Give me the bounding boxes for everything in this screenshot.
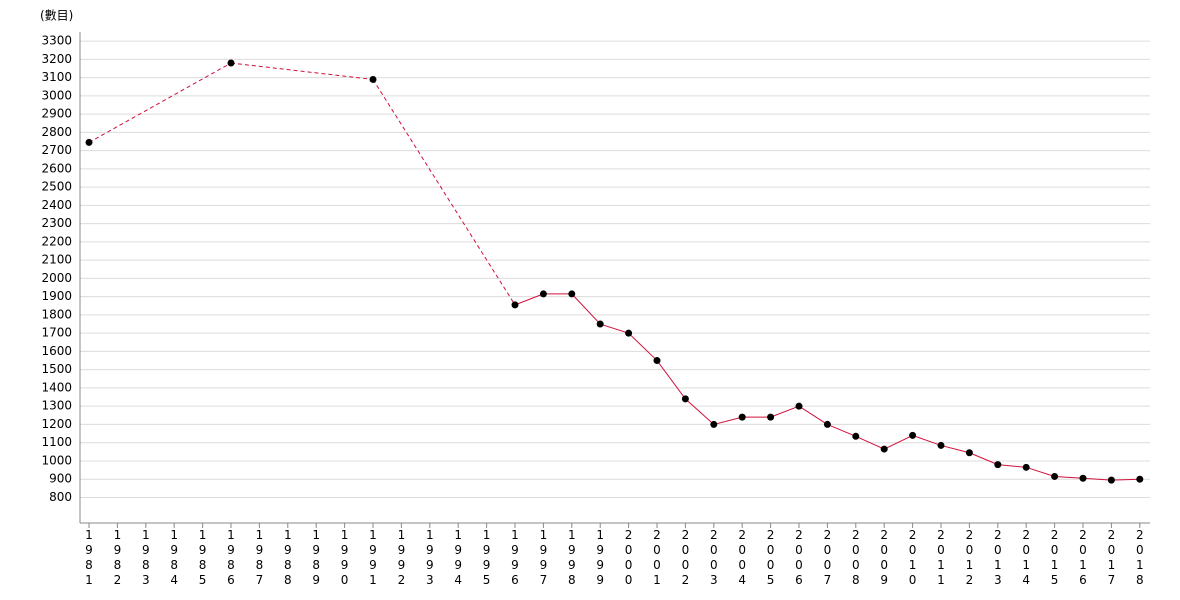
y-tick-label: 2100 xyxy=(41,253,72,267)
x-tick-label: 2008 xyxy=(849,528,863,588)
x-tick-label: 1987 xyxy=(252,528,266,588)
x-tick-label: 2003 xyxy=(707,528,721,588)
x-tick-label: 1985 xyxy=(196,528,210,588)
x-tick-label: 2010 xyxy=(906,528,920,588)
y-tick-label: 1200 xyxy=(41,417,72,431)
data-point xyxy=(1051,472,1059,480)
y-tick-label: 2700 xyxy=(41,143,72,157)
x-tick-label: 1984 xyxy=(167,528,181,588)
y-tick-label: 2600 xyxy=(41,161,72,175)
y-tick-label: 1800 xyxy=(41,307,72,321)
y-tick-label: 2000 xyxy=(41,271,72,285)
data-point xyxy=(227,59,235,67)
data-point xyxy=(909,431,917,439)
x-tick-label: 1988 xyxy=(281,528,295,588)
data-point xyxy=(852,432,860,440)
data-point xyxy=(681,395,689,403)
y-tick-label: 2400 xyxy=(41,198,72,212)
data-point xyxy=(965,449,973,457)
x-tick-label: 1990 xyxy=(338,528,352,588)
x-tick-label: 2015 xyxy=(1048,528,1062,588)
data-point xyxy=(767,413,775,421)
y-tick-label: 1900 xyxy=(41,289,72,303)
data-point xyxy=(710,420,718,428)
y-tick-label: 1500 xyxy=(41,362,72,376)
y-tick-label: 3300 xyxy=(41,34,72,48)
gap-connector xyxy=(230,62,374,80)
x-tick-label: 2011 xyxy=(934,528,948,588)
x-tick-label: 1986 xyxy=(224,528,238,588)
y-tick-label: 2900 xyxy=(41,107,72,121)
x-tick-label: 2016 xyxy=(1076,528,1090,588)
data-point xyxy=(539,290,547,298)
y-tick-label: 2300 xyxy=(41,216,72,230)
data-point xyxy=(85,138,93,146)
data-point xyxy=(1079,474,1087,482)
x-tick-label: 1982 xyxy=(110,528,124,588)
x-tick-label: 2014 xyxy=(1019,528,1033,588)
x-tick-label: 2004 xyxy=(735,528,749,588)
x-tick-label: 1991 xyxy=(366,528,380,588)
data-point xyxy=(795,402,803,410)
data-point xyxy=(625,329,633,337)
data-point xyxy=(511,301,519,309)
y-tick-label: 1400 xyxy=(41,380,72,394)
x-tick-label: 1981 xyxy=(82,528,96,588)
data-point xyxy=(880,445,888,453)
data-point xyxy=(994,461,1002,469)
x-tick-label: 1994 xyxy=(451,528,465,588)
y-tick-label: 800 xyxy=(49,490,72,504)
y-tick-label: 3000 xyxy=(41,88,72,102)
x-tick-label: 1989 xyxy=(309,528,323,588)
data-point xyxy=(823,420,831,428)
x-tick-label: 1995 xyxy=(480,528,494,588)
y-tick-label: 3200 xyxy=(41,52,72,66)
data-point xyxy=(937,441,945,449)
y-axis-label: (數目) xyxy=(40,9,73,23)
x-tick-label: 2002 xyxy=(678,528,692,588)
y-tick-label: 2500 xyxy=(41,180,72,194)
x-tick-label: 2017 xyxy=(1104,528,1118,588)
x-tick-label: 2001 xyxy=(650,528,664,588)
x-tick-label: 1993 xyxy=(423,528,437,588)
y-tick-label: 1000 xyxy=(41,453,72,467)
data-point xyxy=(653,357,661,365)
x-tick-label: 2012 xyxy=(962,528,976,588)
data-point xyxy=(1022,463,1030,471)
y-tick-label: 2800 xyxy=(41,125,72,139)
x-tick-label: 2009 xyxy=(877,528,891,588)
y-tick-label: 1300 xyxy=(41,399,72,413)
x-tick-label: 1992 xyxy=(394,528,408,588)
y-tick-label: 3100 xyxy=(41,70,72,84)
x-tick-label: 1998 xyxy=(565,528,579,588)
x-tick-label: 2005 xyxy=(764,528,778,588)
y-tick-label: 1100 xyxy=(41,435,72,449)
gap-connector xyxy=(88,62,232,143)
y-tick-label: 1700 xyxy=(41,326,72,340)
x-tick-label: 1999 xyxy=(593,528,607,588)
x-tick-label: 2006 xyxy=(792,528,806,588)
data-point xyxy=(596,320,604,328)
x-tick-label: 1983 xyxy=(139,528,153,588)
x-tick-label: 2000 xyxy=(622,528,636,588)
data-line xyxy=(514,293,1140,481)
data-point xyxy=(568,290,576,298)
x-tick-label: 2018 xyxy=(1133,528,1147,588)
gap-connector xyxy=(372,79,516,306)
data-point xyxy=(369,75,377,83)
x-tick-label: 1997 xyxy=(536,528,550,588)
y-tick-label: 900 xyxy=(49,472,72,486)
data-point xyxy=(738,413,746,421)
y-tick-label: 2200 xyxy=(41,234,72,248)
x-tick-label: 2013 xyxy=(991,528,1005,588)
x-tick-label: 1996 xyxy=(508,528,522,588)
data-point xyxy=(1136,475,1144,483)
data-point xyxy=(1107,476,1115,484)
y-tick-label: 1600 xyxy=(41,344,72,358)
x-tick-label: 2007 xyxy=(820,528,834,588)
